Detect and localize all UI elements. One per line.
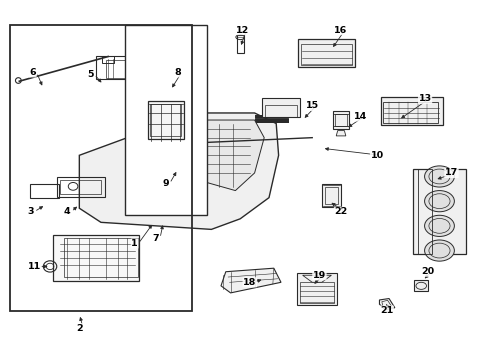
- Text: 19: 19: [313, 271, 326, 280]
- Text: 18: 18: [243, 278, 256, 287]
- Text: 12: 12: [236, 26, 249, 35]
- Polygon shape: [379, 298, 395, 310]
- Text: 17: 17: [445, 168, 458, 177]
- Text: 4: 4: [64, 207, 71, 216]
- Polygon shape: [336, 131, 346, 136]
- Ellipse shape: [425, 215, 454, 237]
- Bar: [325, 188, 338, 204]
- Text: 9: 9: [163, 179, 169, 188]
- Ellipse shape: [425, 166, 454, 187]
- Bar: [418, 170, 432, 254]
- Bar: [125, 25, 207, 215]
- Text: 3: 3: [27, 207, 34, 216]
- Bar: [322, 184, 341, 207]
- Polygon shape: [173, 120, 264, 190]
- Bar: [150, 104, 181, 136]
- Bar: [102, 56, 114, 63]
- Bar: [414, 280, 428, 292]
- Text: 21: 21: [380, 306, 393, 315]
- Bar: [64, 238, 138, 277]
- Text: 6: 6: [29, 68, 36, 77]
- Bar: [413, 170, 466, 254]
- Bar: [57, 177, 105, 197]
- Bar: [296, 274, 338, 305]
- Bar: [383, 102, 438, 123]
- Bar: [335, 114, 347, 126]
- Bar: [300, 282, 334, 303]
- Bar: [266, 105, 296, 117]
- Bar: [172, 49, 183, 75]
- Bar: [262, 98, 300, 117]
- Text: 7: 7: [153, 234, 159, 243]
- Text: 1: 1: [131, 239, 138, 248]
- Text: 20: 20: [421, 267, 434, 276]
- Bar: [106, 60, 139, 78]
- Bar: [298, 39, 355, 67]
- Text: 15: 15: [306, 102, 319, 111]
- Bar: [148, 101, 184, 139]
- Text: 2: 2: [76, 324, 83, 333]
- Bar: [237, 35, 244, 53]
- Text: 11: 11: [28, 262, 41, 271]
- Polygon shape: [303, 275, 331, 282]
- Text: 10: 10: [370, 151, 384, 160]
- Text: 16: 16: [334, 26, 348, 35]
- Text: 8: 8: [174, 68, 181, 77]
- Bar: [301, 44, 352, 66]
- Polygon shape: [79, 113, 279, 229]
- Ellipse shape: [425, 240, 454, 261]
- Bar: [96, 56, 139, 78]
- Bar: [333, 111, 349, 129]
- Bar: [53, 235, 139, 280]
- Text: 13: 13: [418, 94, 432, 103]
- Text: 22: 22: [334, 207, 348, 216]
- Text: 5: 5: [87, 70, 94, 79]
- Text: 14: 14: [354, 112, 367, 121]
- Bar: [381, 97, 443, 125]
- Bar: [60, 180, 101, 194]
- Polygon shape: [221, 268, 281, 293]
- Bar: [10, 25, 192, 311]
- Bar: [30, 184, 59, 198]
- Ellipse shape: [425, 190, 454, 212]
